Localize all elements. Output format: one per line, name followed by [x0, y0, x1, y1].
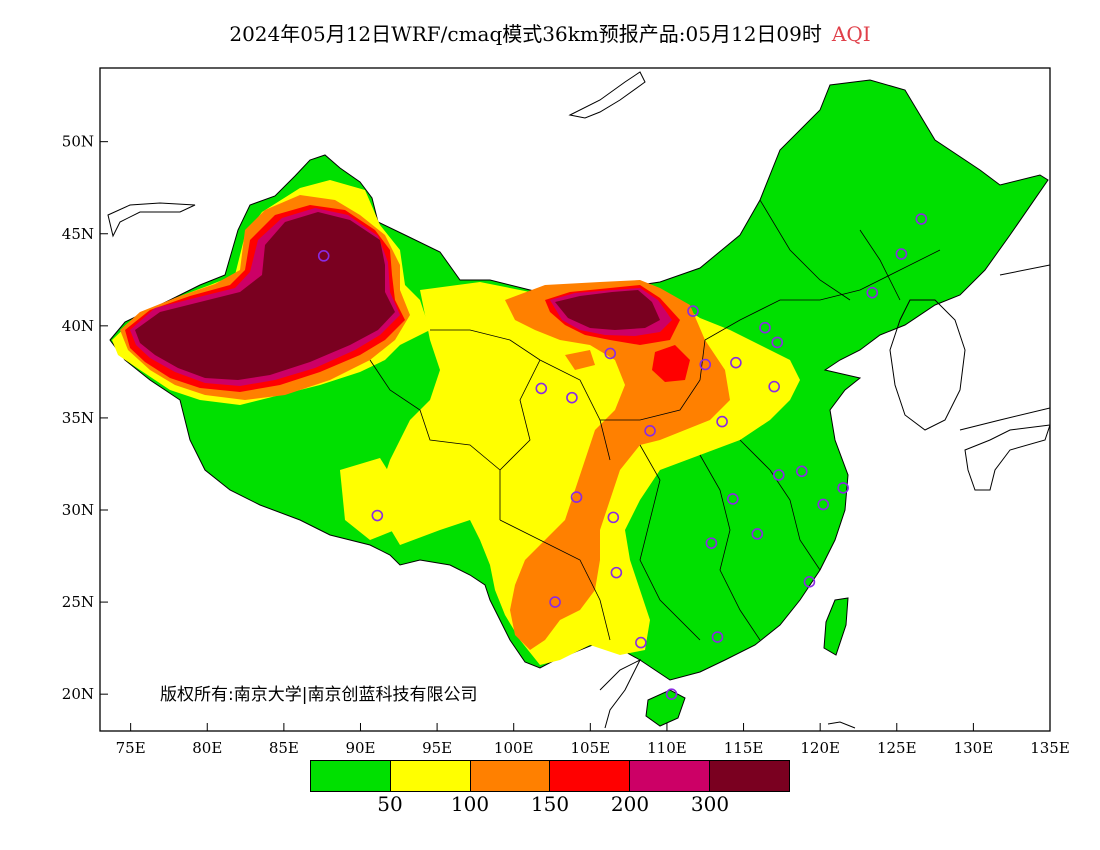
- copyright-text: 版权所有:南京大学|南京创蓝科技有限公司: [160, 685, 478, 705]
- station-marker: [317, 250, 330, 262]
- lon-tick-label: 85E: [269, 739, 299, 757]
- lon-tick-label: 130E: [954, 739, 994, 757]
- colorbar-label: 50: [377, 792, 403, 816]
- colorbar-label: 300: [690, 792, 730, 816]
- station-marker: [751, 528, 764, 540]
- yellow-zone-south: [340, 458, 400, 540]
- lat-tick-label: 40N: [62, 317, 94, 335]
- longitude-axis: 75E 80E 85E 90E 95E 100E 105E 110E 115E 120E 125E 1…: [116, 723, 1070, 757]
- map-title: 2024年05月12日WRF/cmaq模式36km预报产品:05月12日09时 A…: [0, 18, 1100, 47]
- lon-tick-label: 105E: [571, 739, 611, 757]
- station-marker: [730, 356, 742, 369]
- lon-tick-label: 110E: [647, 739, 687, 757]
- hainan-island: [645, 689, 686, 727]
- station-marker: [817, 498, 830, 511]
- red-zone-shanxi: [652, 345, 690, 382]
- lon-tick-label: 95E: [422, 739, 452, 757]
- title-variable: AQI: [831, 22, 871, 46]
- station-marker: [768, 380, 780, 393]
- station-marker: [644, 425, 656, 437]
- colorbar-label: 200: [610, 792, 650, 816]
- station-marker: [803, 576, 816, 588]
- neighbor-coastlines: [107, 71, 1050, 729]
- colorbar-label: 150: [530, 792, 570, 816]
- station-marker: [607, 511, 620, 524]
- taiwan-island: [823, 597, 849, 656]
- station-marker: [716, 415, 728, 428]
- aqi-colorbar: [310, 760, 790, 792]
- colorbar-swatch: [390, 760, 471, 792]
- station-marker: [604, 347, 617, 360]
- station-marker: [535, 382, 548, 395]
- map-frame: [99, 67, 1051, 732]
- colorbar-swatch: [630, 760, 711, 792]
- station-marker: [895, 248, 908, 260]
- lon-tick-label: 90E: [345, 739, 375, 757]
- maroon-zone-xinjiang: [135, 212, 395, 380]
- station-marker: [371, 509, 384, 522]
- station-marker: [665, 688, 678, 700]
- station-marker: [711, 631, 724, 643]
- lon-tick-label: 80E: [192, 739, 222, 757]
- lon-tick-label: 75E: [116, 739, 146, 757]
- station-marker: [759, 321, 771, 334]
- station-marker: [570, 491, 583, 503]
- station-marker: [915, 213, 928, 225]
- station-marker: [795, 465, 808, 478]
- province-boundaries: [369, 199, 941, 641]
- station-marker: [635, 636, 647, 649]
- lon-tick-label: 125E: [877, 739, 917, 757]
- station-marker: [772, 469, 785, 481]
- station-marker: [566, 391, 578, 404]
- station-marker: [727, 493, 739, 505]
- colorbar-swatch: [470, 760, 551, 792]
- colorbar-labels: 50 100 150 200 300: [310, 792, 790, 818]
- station-marker: [866, 286, 879, 299]
- station-marker: [687, 305, 699, 317]
- station-marker: [699, 358, 712, 371]
- latitude-axis: 20N 25N 30N 35N 40N 45N 50N: [62, 133, 108, 703]
- lon-tick-label: 120E: [800, 739, 840, 757]
- maroon-zone-inner-mongolia: [555, 290, 660, 330]
- station-marker: [705, 537, 718, 549]
- colorbar-label: 100: [450, 792, 490, 816]
- lon-tick-label: 115E: [724, 739, 764, 757]
- colorbar-swatch: [550, 760, 631, 792]
- lat-tick-label: 30N: [62, 501, 94, 519]
- city-station-markers: [317, 213, 928, 700]
- colorbar-swatch: [710, 760, 790, 792]
- lat-tick-label: 25N: [62, 593, 94, 611]
- colorbar-swatch: [310, 760, 391, 792]
- title-main: 2024年05月12日WRF/cmaq模式36km预报产品:05月12日09时: [229, 22, 822, 46]
- lon-tick-label: 100E: [494, 739, 534, 757]
- station-marker: [610, 566, 623, 579]
- station-marker: [771, 336, 784, 349]
- lat-tick-label: 35N: [62, 409, 94, 427]
- lon-tick-label: 135E: [1030, 739, 1070, 757]
- lat-tick-label: 45N: [62, 225, 94, 243]
- orange-zone-lanzhou: [565, 350, 595, 370]
- station-marker: [549, 596, 561, 608]
- station-marker: [837, 482, 849, 494]
- lat-tick-label: 50N: [62, 133, 94, 151]
- lat-tick-label: 20N: [62, 685, 94, 703]
